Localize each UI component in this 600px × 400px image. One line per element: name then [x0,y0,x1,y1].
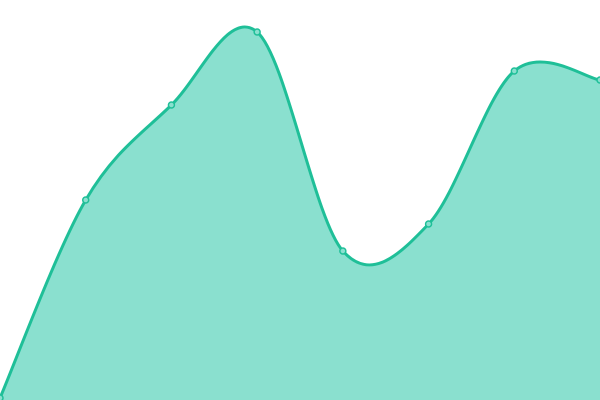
data-point-6 [510,67,519,75]
area-fill [0,26,600,400]
data-point-3 [253,28,261,36]
data-point-5 [424,220,433,228]
data-point-4 [339,247,347,255]
data-point-1 [81,196,90,204]
data-point-0 [0,394,4,400]
data-point-7 [596,76,600,84]
data-point-2 [167,101,176,109]
data-points [0,28,600,400]
